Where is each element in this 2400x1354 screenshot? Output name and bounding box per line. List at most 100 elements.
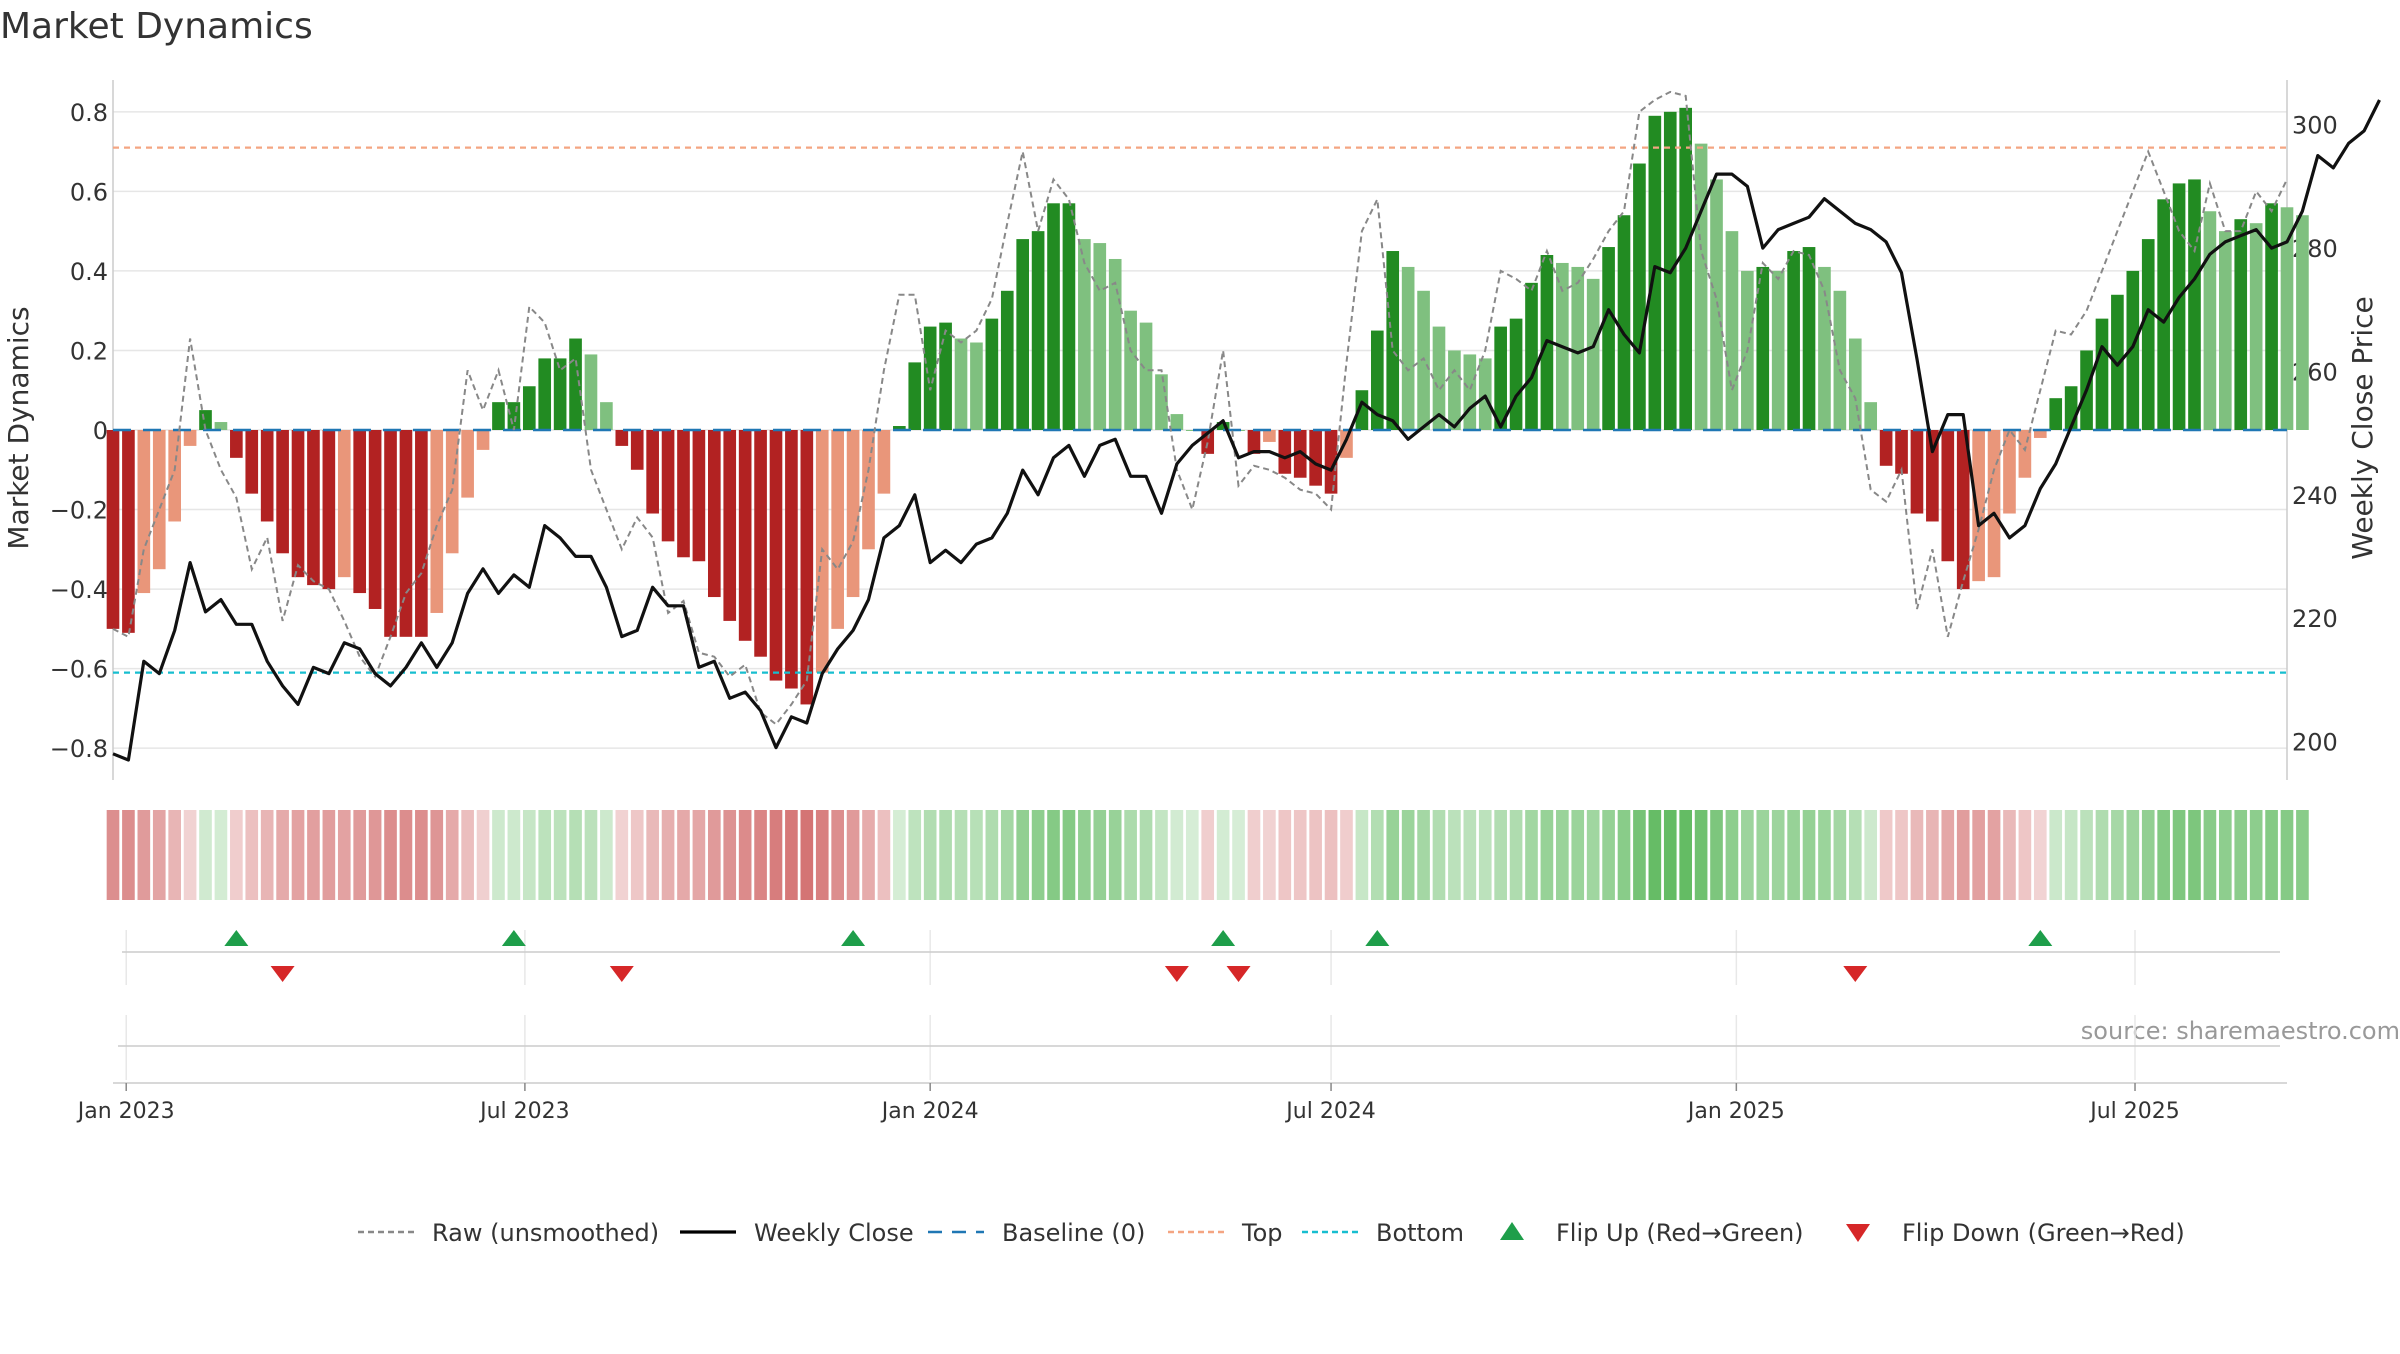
momentum-bar — [1016, 239, 1030, 430]
heat-strip-cell — [908, 810, 922, 900]
momentum-bar — [1895, 430, 1908, 474]
y-tick-label: 0 — [93, 417, 108, 445]
heat-strip-cell — [492, 810, 505, 900]
heat-strip-cell — [2296, 810, 2309, 900]
heat-strip-cell — [353, 810, 367, 900]
heat-strip-cell — [677, 810, 690, 900]
momentum-bar — [1679, 107, 1693, 430]
heat-strip-cell — [1571, 810, 1585, 900]
heat-strip-cell — [615, 810, 629, 900]
momentum-bar — [2141, 239, 2155, 430]
heat-strip-cell — [2049, 810, 2063, 900]
momentum-bar — [1386, 251, 1400, 430]
heat-strip-cell — [538, 810, 552, 900]
legend-label: Weekly Close — [754, 1219, 914, 1247]
momentum-bar — [461, 430, 474, 498]
momentum-bar — [1787, 251, 1800, 430]
momentum-bar — [507, 402, 521, 430]
x-tick-label: Jul 2023 — [478, 1099, 570, 1124]
momentum-bar — [1694, 143, 1708, 431]
y-tick-label: −0.4 — [50, 576, 108, 604]
heat-strip-cell — [1926, 810, 1939, 900]
flip-up-marker — [1211, 930, 1236, 946]
heat-strip-cell — [584, 810, 598, 900]
momentum-bar — [800, 430, 814, 705]
momentum-bar — [1108, 258, 1122, 430]
momentum-bar — [2018, 430, 2032, 478]
heat-strip-cell — [692, 810, 706, 900]
flip-down-marker — [270, 966, 295, 982]
momentum-bar — [646, 430, 659, 514]
momentum-bar — [522, 386, 536, 430]
heat-strip-cell — [1155, 810, 1168, 900]
heat-strip-cell — [1478, 810, 1492, 900]
heat-strip-cell — [1324, 810, 1338, 900]
heat-strip-cell — [646, 810, 659, 900]
momentum-bar — [2049, 398, 2063, 430]
momentum-bar — [214, 422, 228, 430]
heat-strip-cell — [569, 810, 582, 900]
heat-strip-cell — [1586, 810, 1600, 900]
heat-strip-cell — [1293, 810, 1307, 900]
y-tick-label: −0.6 — [50, 656, 108, 684]
heat-strip-cell — [322, 810, 336, 900]
momentum-bar — [1833, 290, 1847, 430]
momentum-bar — [846, 430, 860, 598]
momentum-bar — [1448, 350, 1461, 430]
momentum-bar — [291, 430, 305, 578]
heat-strip-cell — [738, 810, 752, 900]
heat-strip-cell — [1679, 810, 1693, 900]
momentum-bar — [1525, 282, 1538, 430]
momentum-bar — [893, 426, 906, 430]
source-note: source: sharemaestro.com — [2081, 1017, 2400, 1045]
momentum-bar — [276, 430, 289, 554]
heat-strip-cell — [2234, 810, 2248, 900]
heat-strip-cell — [1987, 810, 2001, 900]
heat-strip-cell — [276, 810, 289, 900]
reference-lines — [113, 146, 2287, 674]
x-tick-label: Jan 2023 — [76, 1099, 175, 1124]
heat-strip-cell — [1741, 810, 1754, 900]
heat-strip-cell — [1247, 810, 1261, 900]
momentum-bar — [183, 430, 197, 446]
heat-strip-cell — [1463, 810, 1477, 900]
heat-strip-cell — [2172, 810, 2186, 900]
heat-strip-cell — [260, 810, 274, 900]
momentum-bar — [553, 358, 567, 430]
heat-strip-cell — [2188, 810, 2201, 900]
heat-strip-cell — [1848, 810, 1862, 900]
momentum-bar — [307, 430, 320, 586]
momentum-bar — [754, 430, 767, 657]
heat-strip-cell — [1756, 810, 1770, 900]
momentum-bar — [1293, 430, 1307, 478]
momentum-bar — [152, 430, 166, 570]
momentum-bar — [2157, 199, 2170, 430]
flip-down-marker — [1226, 966, 1251, 982]
flip-up-marker — [501, 930, 526, 946]
heat-strip-cell — [846, 810, 860, 900]
heat-strip-cell — [1833, 810, 1847, 900]
legend-label: Flip Down (Green→Red) — [1902, 1219, 2185, 1247]
x-tick-label: Jan 2025 — [1686, 1099, 1785, 1124]
y-tick-label: −0.8 — [50, 735, 108, 763]
heat-strip-cell — [1355, 810, 1369, 900]
raw-series-line — [112, 90, 2288, 726]
momentum-bar — [1031, 231, 1045, 430]
momentum-bar — [1370, 330, 1384, 430]
heat-strip-cell — [1386, 810, 1400, 900]
heat-strip-cell — [707, 810, 721, 900]
heat-strip-cell — [2111, 810, 2124, 900]
legend-flip-down-icon — [1846, 1224, 1870, 1242]
heat-strip-cell — [1047, 810, 1060, 900]
momentum-bar — [1602, 247, 1615, 430]
heat-strip-cell — [1710, 810, 1723, 900]
y-axis-label: Market Dynamics — [2, 306, 35, 549]
heat-strip-cell — [307, 810, 320, 900]
heat-strip-cell — [1725, 810, 1739, 900]
heat-strip-cell — [800, 810, 814, 900]
momentum-bar — [954, 338, 968, 430]
momentum-bar — [1478, 358, 1492, 430]
heat-strip-cell — [214, 810, 228, 900]
heat-strip-cell — [2249, 810, 2263, 900]
